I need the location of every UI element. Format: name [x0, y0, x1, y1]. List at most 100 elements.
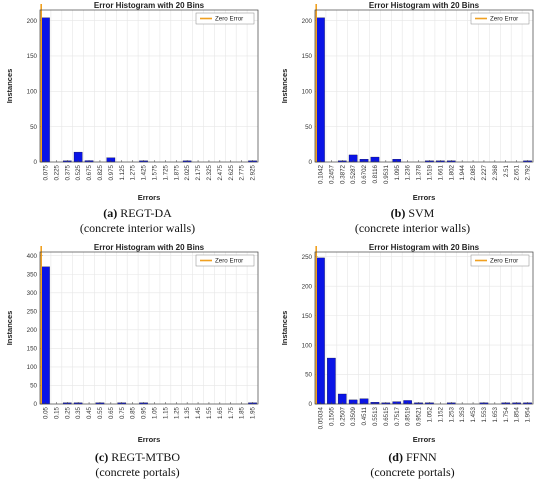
x-tick-label: 1.575 [151, 164, 158, 180]
legend-box [470, 254, 530, 267]
x-tick-label: 0.3872 [339, 164, 346, 183]
chart-title: Error Histogram with 20 Bins [369, 1, 480, 10]
histogram-bar [41, 17, 50, 163]
caption-name: SVM [408, 206, 435, 220]
x-tick-label: 0.2507 [339, 406, 346, 425]
x-tick-label: 1.152 [437, 406, 444, 422]
caption-letter: (d) [388, 450, 403, 464]
x-tick-label: 2.651 [514, 164, 521, 180]
y-tick-label: 200 [27, 327, 38, 334]
y-tick-label: 150 [302, 53, 313, 60]
x-tick-label: 1.095 [394, 164, 401, 180]
axes-frame [314, 9, 534, 163]
x-tick-label: 0.4511 [361, 406, 368, 425]
x-tick-label: 1.95 [250, 406, 257, 419]
x-tick-label: 1.944 [459, 164, 466, 180]
histogram-bar [41, 266, 50, 405]
x-tick-label: 1.85 [239, 406, 246, 419]
y-axis-label: Instances [5, 311, 14, 346]
x-tick-label: 0.9531 [383, 164, 390, 183]
x-tick-label: 2.775 [239, 164, 246, 180]
x-tick-label: 0.6515 [383, 406, 390, 425]
chart-panel-a: Error Histogram with 20 Bins 0 50 100 150 200… [0, 0, 275, 242]
x-tick-label: 1.725 [162, 164, 169, 180]
y-tick-label: 250 [302, 254, 313, 261]
histogram-chart-b: Error Histogram with 20 Bins 0 50 100 150 200… [280, 1, 534, 202]
chart-panel-d: Error Histogram with 20 Bins 0 50 100 150 200… [275, 242, 550, 484]
x-tick-label: 1.15 [162, 406, 169, 419]
x-tick-label: 1.55 [206, 406, 213, 419]
legend-box [470, 12, 530, 25]
x-tick-label: 0.9521 [416, 406, 423, 425]
x-tick-label: 0.05 [42, 406, 49, 419]
x-tick-label: 1.35 [184, 406, 191, 419]
chart-title: Error Histogram with 20 Bins [94, 243, 205, 252]
x-tick-label: 2.085 [470, 164, 477, 180]
x-tick-label: 2.51 [503, 164, 510, 177]
x-tick-label: 1.25 [173, 406, 180, 419]
x-tick-label: 0.375 [64, 164, 71, 180]
legend-box [195, 12, 255, 25]
x-tick-label: 1.45 [195, 406, 202, 419]
x-tick-label: 0.45 [86, 406, 93, 419]
x-tick-label: 0.2457 [328, 164, 335, 183]
x-tick-label: 0.8116 [372, 164, 379, 183]
histogram-bar [316, 17, 325, 163]
x-tick-label: 0.8519 [405, 406, 412, 425]
x-tick-label: 1.253 [448, 406, 455, 422]
y-tick-label: 100 [27, 364, 38, 371]
x-axis-label: Errors [138, 435, 161, 444]
y-tick-label: 50 [305, 372, 312, 379]
y-axis-label: Instances [280, 69, 289, 104]
caption-sub: (concrete portals) [95, 465, 180, 479]
x-tick-label: 1.353 [459, 406, 466, 422]
x-tick-label: 1.553 [481, 406, 488, 422]
y-tick-label: 0 [34, 401, 38, 408]
x-tick-label: 0.675 [86, 164, 93, 180]
legend-label: Zero Error [215, 258, 243, 265]
x-tick-label: 1.453 [470, 406, 477, 422]
chart-panel-b: Error Histogram with 20 Bins 0 50 100 150 200… [275, 0, 550, 242]
y-tick-label: 200 [302, 18, 313, 25]
x-axis-label: Errors [138, 193, 161, 202]
caption-letter: (c) [94, 450, 109, 464]
x-tick-label: 1.754 [503, 406, 510, 422]
caption-c: (c) REGT-MTBO (concrete portals) [0, 450, 275, 480]
caption-name: REGT-MTBO [111, 450, 181, 464]
caption-b: (b) SVM (concrete interior walls) [275, 206, 550, 236]
x-tick-label: 2.175 [195, 164, 202, 180]
y-tick-label: 200 [302, 283, 313, 290]
chart-title: Error Histogram with 20 Bins [369, 243, 480, 252]
x-tick-label: 0.825 [97, 164, 104, 180]
x-tick-label: 0.1042 [317, 164, 324, 183]
histogram-chart-c: Error Histogram with 20 Bins 0 50 100 150 200… [5, 243, 259, 444]
y-tick-label: 200 [27, 18, 38, 25]
legend-box [195, 254, 255, 267]
histogram-chart-a: Error Histogram with 20 Bins 0 50 100 150 200… [5, 1, 259, 202]
axes-frame [314, 251, 534, 405]
y-tick-label: 100 [302, 89, 313, 96]
x-tick-label: 0.65 [108, 406, 115, 419]
caption-name: REGT-DA [120, 206, 172, 220]
x-tick-label: 1.519 [426, 164, 433, 180]
caption-sub: (concrete interior walls) [79, 221, 196, 235]
caption-letter: (a) [103, 206, 118, 220]
x-tick-label: 1.425 [141, 164, 148, 180]
legend-label: Zero Error [490, 16, 518, 23]
y-tick-label: 100 [27, 89, 38, 96]
y-tick-label: 250 [27, 309, 38, 316]
histogram-bar [316, 257, 325, 405]
caption-sub: (concrete interior walls) [354, 221, 471, 235]
caption-a: (a) REGT-DA (concrete interior walls) [0, 206, 275, 236]
x-tick-label: 1.65 [217, 406, 224, 419]
legend-label: Zero Error [215, 16, 243, 23]
y-tick-label: 150 [27, 53, 38, 60]
axes-frame [39, 251, 259, 405]
x-tick-label: 2.792 [525, 164, 532, 180]
x-tick-label: 1.125 [119, 164, 126, 180]
y-tick-label: 50 [30, 124, 37, 131]
x-tick-label: 0.85 [130, 406, 137, 419]
caption-name: FFNN [405, 450, 437, 464]
y-tick-label: 0 [34, 159, 38, 166]
x-tick-label: 0.95 [141, 406, 148, 419]
